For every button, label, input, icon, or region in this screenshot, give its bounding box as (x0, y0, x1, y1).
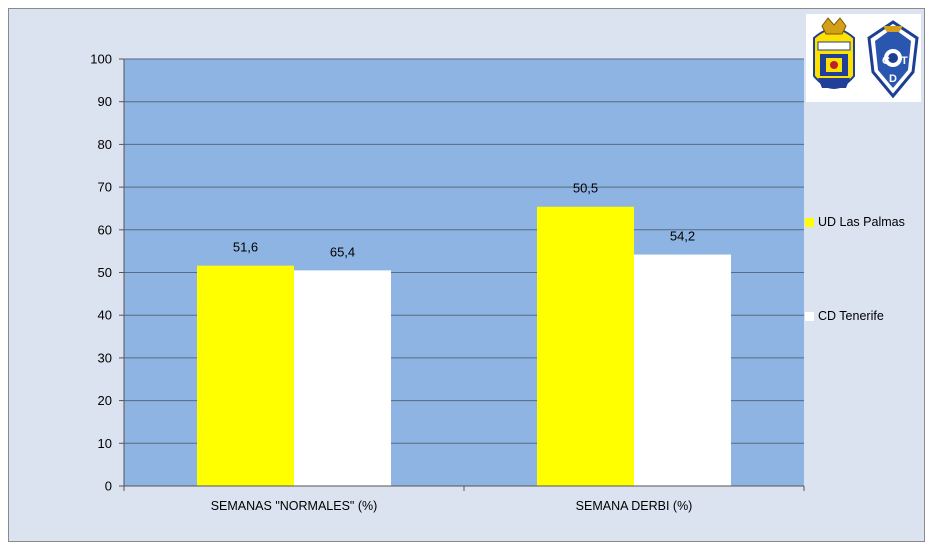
svg-text:D: D (889, 73, 897, 85)
y-tick-label: 80 (98, 137, 112, 152)
data-labels: 51,6 65,4 50,5 54,2 (233, 181, 695, 260)
legend-label: UD Las Palmas (818, 215, 905, 229)
data-label: 50,5 (573, 181, 598, 196)
y-tick-label: 30 (98, 350, 112, 365)
cd-tenerife-crest: C T D (867, 20, 919, 99)
club-logos: C T D (806, 14, 921, 102)
y-tick-label: 20 (98, 393, 112, 408)
bar-tenerife (294, 270, 391, 486)
bars (197, 206, 731, 486)
x-category-label: SEMANAS "NORMALES" (%) (211, 499, 378, 513)
y-tick-label: 10 (98, 436, 112, 451)
y-tick-label: 40 (98, 308, 112, 323)
data-label: 51,6 (233, 240, 258, 255)
legend-label: CD Tenerife (818, 309, 884, 323)
ud-las-palmas-crest (813, 17, 855, 89)
y-tick-label: 50 (98, 265, 112, 280)
legend-item-tenerife: CD Tenerife (805, 308, 884, 324)
bar-las-palmas (537, 206, 634, 486)
data-label: 65,4 (330, 244, 355, 259)
y-tick-label: 70 (98, 180, 112, 195)
legend-item-las-palmas: UD Las Palmas (805, 214, 905, 230)
data-label: 54,2 (670, 229, 695, 244)
svg-text:T: T (901, 55, 908, 67)
legend-swatch-white (805, 311, 814, 321)
legend-swatch-yellow (805, 217, 814, 227)
y-axis-ticks: 0 10 20 30 40 50 60 70 80 90 100 (90, 52, 124, 494)
y-tick-label: 90 (98, 94, 112, 109)
y-tick-label: 0 (105, 479, 112, 494)
x-category-label: SEMANA DERBI (%) (576, 499, 693, 513)
bar-las-palmas (197, 265, 294, 486)
bar-tenerife (634, 254, 731, 486)
svg-text:C: C (882, 55, 890, 67)
y-tick-label: 60 (98, 222, 112, 237)
y-tick-label: 100 (90, 52, 112, 67)
x-axis-categories: SEMANAS "NORMALES" (%) SEMANA DERBI (%) (123, 486, 805, 513)
